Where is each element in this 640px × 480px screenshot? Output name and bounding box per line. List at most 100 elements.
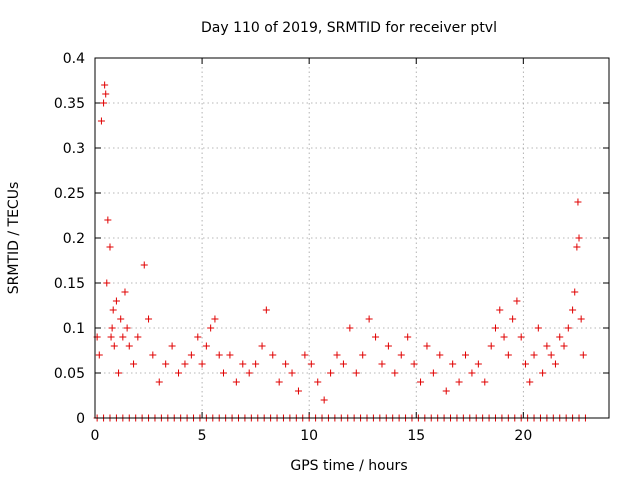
x-tick-label: 5 xyxy=(198,428,207,444)
data-point xyxy=(226,351,234,359)
data-point xyxy=(134,333,142,341)
plot-area-frame xyxy=(94,57,610,419)
data-point xyxy=(352,369,360,377)
data-point xyxy=(168,342,176,350)
data-point xyxy=(517,333,525,341)
data-point xyxy=(97,117,105,125)
data-point xyxy=(207,324,215,332)
data-point xyxy=(103,279,111,287)
y-tick-label: 0.15 xyxy=(54,276,85,292)
data-point xyxy=(339,360,347,368)
data-point xyxy=(95,351,103,359)
data-point xyxy=(140,261,148,269)
data-point xyxy=(455,378,463,386)
data-point xyxy=(121,288,129,296)
data-point xyxy=(569,306,577,314)
series-srmtid xyxy=(93,81,587,404)
data-point xyxy=(509,315,517,323)
data-point xyxy=(378,360,386,368)
data-point xyxy=(436,351,444,359)
data-point xyxy=(108,324,116,332)
data-point xyxy=(220,369,227,377)
data-point xyxy=(119,333,127,341)
data-point xyxy=(560,342,568,350)
data-point xyxy=(194,333,202,341)
y-tick-label: 0.2 xyxy=(63,231,85,247)
data-point xyxy=(258,342,266,350)
x-axis-label: GPS time / hours xyxy=(290,458,407,474)
data-point xyxy=(543,342,551,350)
data-point xyxy=(112,297,120,305)
data-point xyxy=(574,198,582,206)
data-point xyxy=(579,351,587,359)
data-point xyxy=(571,288,579,296)
data-point xyxy=(245,369,253,377)
x-tick-label: 0 xyxy=(91,428,100,444)
data-point xyxy=(162,360,170,368)
data-point xyxy=(526,378,534,386)
data-point xyxy=(275,378,283,386)
data-point xyxy=(145,315,153,323)
data-point xyxy=(262,306,270,314)
data-point xyxy=(175,369,183,377)
data-point xyxy=(346,324,354,332)
data-point xyxy=(397,351,405,359)
data-point xyxy=(404,333,412,341)
data-point xyxy=(359,351,367,359)
data-point xyxy=(307,360,315,368)
data-point xyxy=(106,243,114,251)
data-point xyxy=(102,90,110,98)
data-point xyxy=(481,378,489,386)
data-point xyxy=(462,351,470,359)
data-point xyxy=(539,369,547,377)
data-point xyxy=(442,387,450,395)
data-point xyxy=(107,333,115,341)
data-point xyxy=(155,378,163,386)
y-tick-label: 0.05 xyxy=(54,366,85,382)
data-point xyxy=(125,342,133,350)
data-point xyxy=(211,315,219,323)
data-point xyxy=(104,216,112,224)
data-point xyxy=(513,297,521,305)
data-point xyxy=(547,351,555,359)
data-point xyxy=(551,360,559,368)
data-point xyxy=(101,81,109,89)
data-point xyxy=(556,333,564,341)
data-point xyxy=(109,306,117,314)
data-point xyxy=(301,351,309,359)
data-point xyxy=(149,351,157,359)
data-point xyxy=(423,342,431,350)
data-point xyxy=(202,342,210,350)
x-tick-label: 20 xyxy=(514,428,532,444)
y-tick-label: 0.4 xyxy=(63,51,85,67)
data-point xyxy=(487,342,495,350)
data-point xyxy=(372,333,380,341)
data-point xyxy=(123,324,131,332)
data-point xyxy=(468,369,476,377)
data-point xyxy=(232,378,240,386)
data-point xyxy=(288,369,296,377)
data-point xyxy=(365,315,373,323)
axis-ticks: 0 0.05 0.1 0.15 0.2 0.25 0.3 0.35 0.4 0 5 10 15 20 xyxy=(54,51,609,444)
chart-title: Day 110 of 2019, SRMTID for receiver ptv… xyxy=(201,20,497,36)
y-axis-label: SRMTID / TECUs xyxy=(6,182,22,295)
y-tick-label: 0.1 xyxy=(63,321,85,337)
y-tick-label: 0.35 xyxy=(54,96,85,112)
data-point xyxy=(187,351,195,359)
data-point xyxy=(294,387,302,395)
data-point xyxy=(252,360,260,368)
data-point xyxy=(534,324,542,332)
data-point xyxy=(573,243,581,251)
data-point xyxy=(521,360,529,368)
data-point xyxy=(564,324,572,332)
data-point xyxy=(384,342,392,350)
data-point xyxy=(530,351,538,359)
data-point xyxy=(410,360,418,368)
x-tick-label: 15 xyxy=(407,428,425,444)
y-tick-label: 0.25 xyxy=(54,186,85,202)
data-point xyxy=(449,360,457,368)
data-point xyxy=(575,234,583,242)
data-point xyxy=(115,369,123,377)
scatter-points xyxy=(93,81,589,422)
data-point xyxy=(491,324,499,332)
